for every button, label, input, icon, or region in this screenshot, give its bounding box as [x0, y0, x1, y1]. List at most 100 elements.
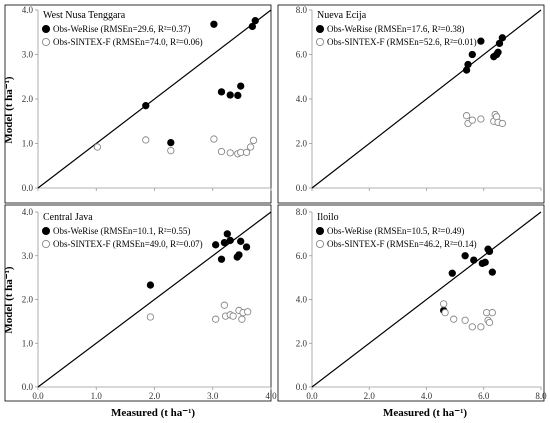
data-point-sintex-f: [244, 308, 252, 316]
x-tick-label: 8.0: [535, 391, 547, 401]
x-tick-label: 3.0: [207, 391, 219, 401]
data-point-werise: [470, 256, 478, 264]
data-point-werise: [235, 251, 243, 259]
data-point-sintex-f: [210, 135, 218, 143]
data-point-werise: [495, 39, 504, 48]
panel-frame-central-java: [4, 204, 272, 402]
data-point-werise: [448, 269, 456, 277]
data-point-sintex-f: [249, 136, 258, 145]
data-point-werise: [212, 241, 220, 249]
data-point-werise: [234, 91, 242, 100]
panel-nueva-ecija: 0.0 2.0 4.0 6.0 8.0 Nueva Ecija Obs-WeRise (RM…: [296, 5, 542, 193]
panel-title: Iloilo: [317, 212, 339, 223]
legend-label: Obs-WeRise (RMSEn=10.5, R²=0.49): [327, 226, 464, 236]
data-point-sintex-f: [146, 313, 155, 321]
y-tick-label: 4.0: [296, 295, 308, 305]
data-point-werise: [146, 281, 155, 289]
legend-label: Obs-SINTEX-F (RMSEn=49.0, R²=0.07): [53, 239, 203, 249]
data-point-sintex-f: [246, 143, 255, 151]
panel-title: Nueva Ecija: [317, 10, 367, 21]
x-tick-label: 6.0: [478, 391, 490, 401]
legend-marker: [41, 37, 51, 47]
y-tick-label: 8.0: [296, 207, 308, 217]
data-point-sintex-f: [440, 300, 448, 308]
x-axis-label-left: Measured (t ha⁻¹): [111, 407, 195, 419]
data-point-werise: [237, 237, 245, 245]
x-tick-label: 2.0: [364, 391, 376, 401]
x-axis-label-right: Measured (t ha⁻¹): [383, 407, 467, 419]
legend-marker: [41, 226, 51, 236]
x-tick-label: 1.0: [91, 391, 103, 401]
data-point-sintex-f: [477, 323, 485, 331]
legend-marker: [315, 24, 325, 34]
data-point-sintex-f: [462, 112, 471, 120]
legend-label: Obs-WeRise (RMSEn=17.6, R²=0.38): [327, 24, 464, 34]
data-point-werise: [488, 268, 496, 276]
data-point-werise: [481, 258, 489, 266]
legend-label: Obs-SINTEX-F (RMSEn=52.6, R²=0.01): [327, 37, 477, 47]
legend-marker: [41, 24, 51, 34]
data-point-sintex-f: [477, 115, 485, 123]
data-point-sintex-f: [488, 308, 496, 317]
one-to-one-line: [37, 9, 272, 189]
data-point-werise: [217, 88, 226, 96]
y-tick-label: 0.0: [296, 382, 308, 392]
data-point-sintex-f: [142, 136, 150, 144]
panel-title: West Nusa Tenggara: [43, 10, 126, 21]
y-tick-label: 0.0: [296, 183, 308, 193]
data-point-werise: [167, 138, 175, 147]
x-tick-label: 0.0: [306, 391, 318, 401]
y-tick-label: 2.0: [296, 338, 308, 348]
legend-marker: [315, 239, 325, 249]
legend-marker: [315, 37, 325, 47]
data-point-sintex-f: [485, 318, 494, 327]
y-tick-label: 0.0: [22, 183, 34, 193]
panel-frame-iloilo: [277, 204, 545, 402]
legend-label: Obs-WeRise (RMSEn=10.1, R²=0.55): [53, 226, 190, 236]
data-point-sintex-f: [468, 323, 476, 331]
x-tick-label: 2.0: [149, 391, 161, 401]
panel-frame-west-nusa-tenggara: [4, 4, 272, 204]
legend-label: Obs-WeRise (RMSEn=29.6, R²=0.37): [53, 24, 190, 34]
data-point-sintex-f: [238, 315, 246, 323]
data-point-werise: [223, 230, 231, 238]
data-point-werise: [237, 82, 245, 90]
data-point-sintex-f: [468, 116, 476, 124]
legend-marker: [41, 239, 51, 249]
data-point-sintex-f: [93, 143, 102, 151]
scatter-panels: 0.0 1.0 2.0 3.0 4.0 West Nusa Tenggara Obs-WeR…: [22, 5, 547, 401]
data-point-werise: [210, 20, 218, 28]
data-point-werise: [248, 22, 257, 31]
data-point-werise: [477, 37, 485, 45]
data-point-sintex-f: [229, 312, 237, 320]
data-point-werise: [498, 34, 507, 42]
y-tick-label: 1.0: [22, 338, 34, 348]
y-axis-label-top: Model (t ha⁻¹): [3, 76, 15, 143]
x-tick-label: 0.0: [32, 391, 44, 401]
data-point-werise: [226, 236, 234, 245]
y-tick-label: 6.0: [296, 50, 308, 60]
data-point-sintex-f: [226, 149, 234, 157]
data-point-werise: [226, 91, 234, 99]
data-point-sintex-f: [220, 301, 229, 309]
y-tick-label: 4.0: [22, 5, 34, 15]
x-tick-label: 4.0: [265, 391, 277, 401]
data-point-werise: [494, 48, 502, 56]
data-point-sintex-f: [167, 146, 175, 155]
data-point-sintex-f: [242, 148, 251, 157]
legend-marker: [315, 226, 325, 236]
y-tick-label: 4.0: [296, 94, 308, 104]
y-tick-label: 4.0: [22, 207, 34, 217]
data-point-sintex-f: [498, 119, 507, 128]
data-point-sintex-f: [441, 308, 449, 317]
legend-label: Obs-SINTEX-F (RMSEn=74.0, R²=0.06): [53, 37, 203, 47]
data-point-werise: [217, 255, 226, 263]
data-point-werise: [242, 243, 251, 251]
legend-label: Obs-SINTEX-F (RMSEn=46.2, R²=0.14): [327, 239, 477, 249]
y-tick-label: 1.0: [22, 139, 34, 149]
y-axis-label-bottom: Model (t ha⁻¹): [3, 266, 15, 333]
data-point-sintex-f: [217, 147, 226, 156]
data-point-werise: [251, 17, 259, 25]
y-tick-label: 0.0: [22, 382, 34, 392]
y-tick-label: 2.0: [22, 295, 34, 305]
